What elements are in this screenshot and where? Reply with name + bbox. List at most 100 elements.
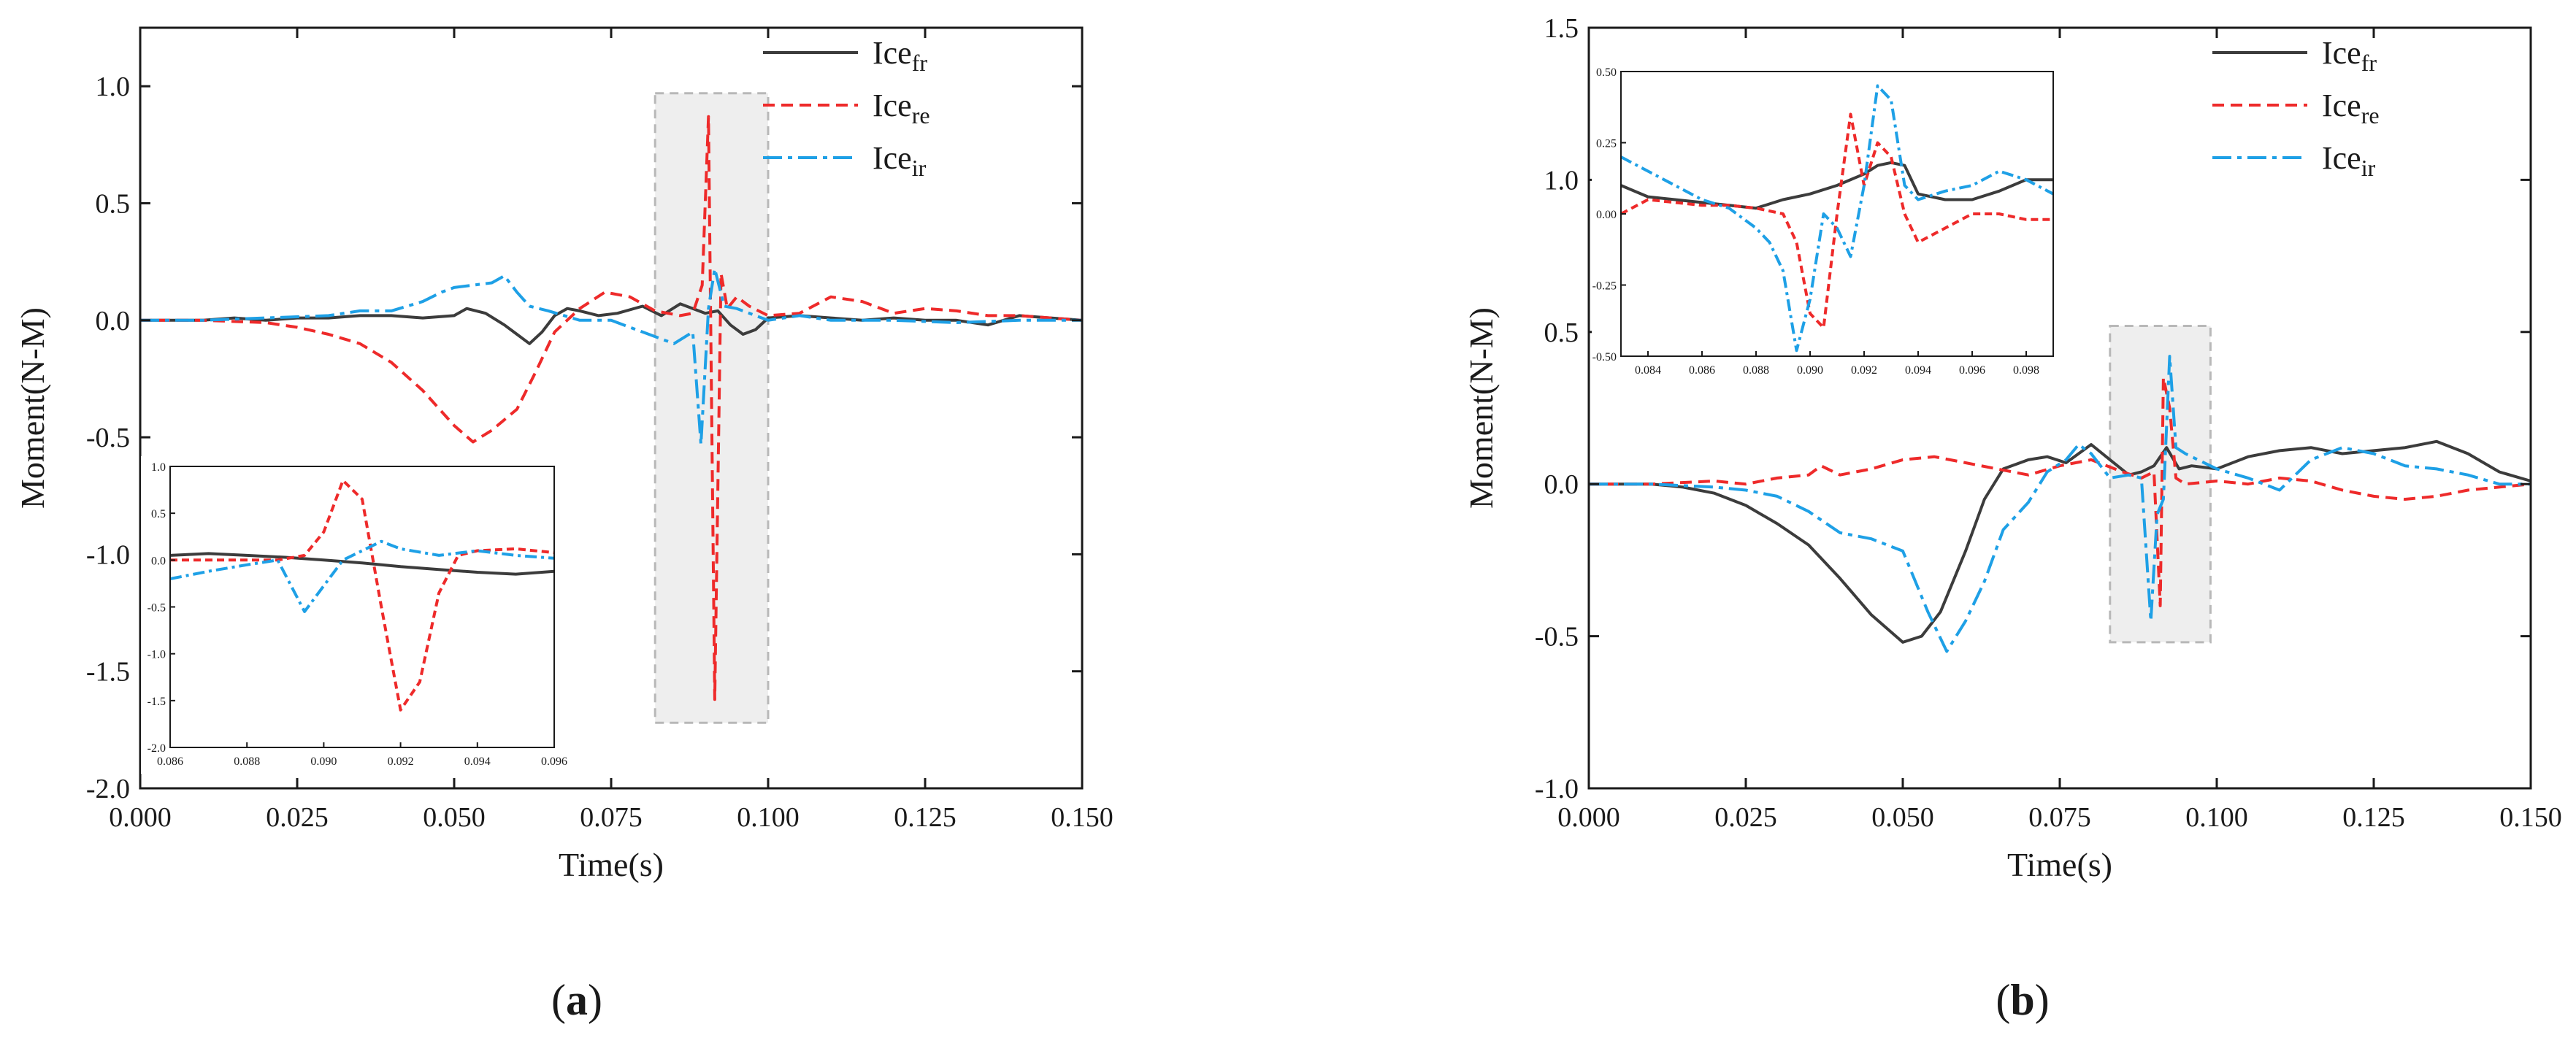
panel-paren: ) xyxy=(2035,976,2050,1024)
legend-label-subscript: fr xyxy=(912,50,928,76)
inset-series-line-ir xyxy=(1620,84,2054,353)
inset-y-tick-label: -0.50 xyxy=(1592,351,1617,363)
x-axis-title: Time(s) xyxy=(559,846,664,883)
inset-y-tick-label: 1.0 xyxy=(151,461,166,474)
x-tick-label: 0.050 xyxy=(1871,802,1934,833)
panel-paren: ( xyxy=(551,976,566,1024)
inset-x-tick-label: 0.086 xyxy=(157,755,183,768)
inset-y-tick-label: 0.50 xyxy=(1596,66,1617,79)
legend-label-re: Icere xyxy=(873,88,930,128)
legend-label-ir: Iceir xyxy=(873,140,927,181)
legend-label-base: Ice xyxy=(2322,88,2361,123)
chart-panel-b: 0.000 0.025 0.050 0.075 0.100 0.125 0.150 -1.0 -… xyxy=(1463,13,2562,1024)
y-tick-label: 0.0 xyxy=(96,306,131,336)
panel-label-b: (b) xyxy=(1996,976,2049,1024)
inset-x-tick-label: 0.096 xyxy=(1959,364,1985,377)
x-tick-label: 0.125 xyxy=(894,802,957,833)
legend-label-subscript: fr xyxy=(2361,50,2377,76)
y-tick-label: 1.0 xyxy=(96,72,131,102)
x-tick-label: 0.050 xyxy=(423,802,486,833)
y-tick-label: 0.5 xyxy=(96,188,131,219)
y-tick-label: -0.5 xyxy=(1535,622,1579,653)
inset-x-tick-label: 0.096 xyxy=(541,755,567,768)
legend-label-base: Ice xyxy=(2322,140,2361,176)
y-tick-label: -0.5 xyxy=(86,423,130,453)
inset-y-tick-label: 0.00 xyxy=(1596,209,1617,221)
x-tick-label: 0.100 xyxy=(737,802,800,833)
inset-series-line-fr xyxy=(1620,161,2053,210)
inset-background xyxy=(141,456,570,774)
legend-label-fr: Icefr xyxy=(2322,35,2377,76)
inset-y-tick-label: -2.0 xyxy=(147,742,166,755)
y-tick-label: -2.0 xyxy=(86,774,130,804)
inset-y-tick-label: 0.25 xyxy=(1596,138,1617,150)
legend-label-subscript: ir xyxy=(912,155,927,181)
series-line-fr xyxy=(1589,439,2531,644)
legend-label-base: Ice xyxy=(873,140,912,176)
series-line-re xyxy=(140,115,1083,701)
inset-series-line-ir xyxy=(169,539,555,613)
y-axis-title: Moment(N-M) xyxy=(1463,307,1500,509)
inset-series-line-fr xyxy=(169,552,555,576)
x-tick-label: 0.000 xyxy=(1557,802,1620,833)
y-tick-label: -1.0 xyxy=(1535,774,1579,804)
x-tick-label: 0.150 xyxy=(2499,802,2562,833)
y-tick-label: 0.0 xyxy=(1544,469,1579,500)
inset-y-tick-label: -0.5 xyxy=(147,602,166,615)
x-tick-label: 0.100 xyxy=(2185,802,2248,833)
inset-x-tick-label: 0.092 xyxy=(1851,364,1877,377)
inset-y-tick-label: 0.0 xyxy=(151,555,166,567)
legend-label-subscript: ir xyxy=(2361,155,2376,181)
y-tick-label: -1.5 xyxy=(86,657,130,688)
x-tick-label: 0.150 xyxy=(1051,802,1113,833)
legend-label-ir: Iceir xyxy=(2322,140,2376,181)
legend-label-base: Ice xyxy=(873,35,912,71)
inset-x-tick-label: 0.088 xyxy=(1743,364,1769,377)
inset-y-tick-label: 0.5 xyxy=(151,508,166,520)
inset-chart-b: 0.084 0.086 0.088 0.090 0.092 0.094 0.096 0.098… xyxy=(1592,61,2069,382)
series-line-re xyxy=(1589,376,2531,607)
inset-x-tick-label: 0.098 xyxy=(2013,364,2039,377)
legend-label-base: Ice xyxy=(2322,35,2361,71)
series-line-ir xyxy=(1589,355,2531,653)
x-tick-label: 0.025 xyxy=(266,802,329,833)
inset-series-line-re xyxy=(1620,112,2053,329)
legend-label-base: Ice xyxy=(873,88,912,123)
chart-panel-a: 0.000 0.025 0.050 0.075 0.100 0.125 0.150 -2.0 -… xyxy=(14,26,1113,1024)
x-tick-label: 0.125 xyxy=(2342,802,2405,833)
panel-paren: ) xyxy=(588,976,602,1024)
inset-x-tick-label: 0.090 xyxy=(1797,364,1823,377)
inset-background xyxy=(1592,61,2069,382)
inset-x-tick-label: 0.088 xyxy=(234,755,260,768)
x-tick-label: 0.025 xyxy=(1714,802,1777,833)
x-tick-label: 0.075 xyxy=(2028,802,2091,833)
inset-x-tick-label: 0.086 xyxy=(1689,364,1715,377)
y-tick-label: -1.0 xyxy=(86,539,130,570)
legend-label-subscript: re xyxy=(2361,102,2380,128)
x-tick-label: 0.000 xyxy=(109,802,172,833)
y-tick-label: 0.5 xyxy=(1544,318,1579,348)
panel-paren: ( xyxy=(1996,976,2010,1024)
inset-x-tick-label: 0.092 xyxy=(388,755,414,768)
legend-label-fr: Icefr xyxy=(873,35,927,76)
panel-letter: b xyxy=(2010,976,2034,1024)
inset-x-tick-label: 0.094 xyxy=(464,755,491,768)
inset-y-tick-label: -1.0 xyxy=(147,649,166,661)
series-line-ir xyxy=(140,267,1082,446)
y-tick-label: 1.0 xyxy=(1544,165,1579,196)
x-axis-title: Time(s) xyxy=(2007,846,2112,883)
panel-letter: a xyxy=(566,976,588,1024)
y-axis-title: Moment(N-M) xyxy=(14,307,51,509)
inset-y-tick-label: -1.5 xyxy=(147,696,166,708)
inset-x-tick-label: 0.094 xyxy=(1905,364,1931,377)
inset-x-tick-label: 0.090 xyxy=(310,755,337,768)
legend-label-re: Icere xyxy=(2322,88,2380,128)
inset-x-tick-label: 0.084 xyxy=(1635,364,1661,377)
legend-label-subscript: re xyxy=(912,102,930,128)
y-tick-label: 1.5 xyxy=(1544,13,1579,44)
panel-label-a: (a) xyxy=(551,976,602,1024)
inset-y-tick-label: -0.25 xyxy=(1592,280,1617,293)
x-tick-label: 0.075 xyxy=(580,802,643,833)
inset-chart-a: 0.086 0.088 0.090 0.092 0.094 0.096 -2.0 -1.5 -1… xyxy=(141,456,570,774)
